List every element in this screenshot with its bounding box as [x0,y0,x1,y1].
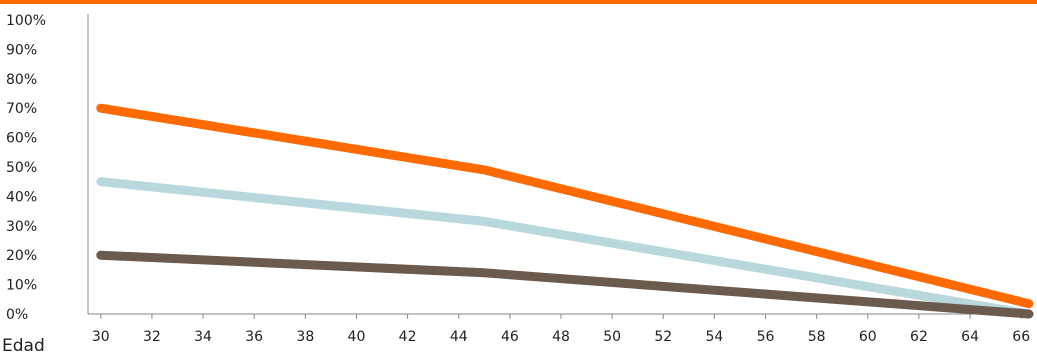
series-line-2 [96,177,1034,319]
y-tick-label: 100% [6,13,46,29]
x-tick-label: 64 [961,329,979,345]
y-tick-label: 0% [6,307,28,323]
y-tick-label: 70% [6,101,37,117]
x-tick-label: 36 [245,329,263,345]
x-tick-label: 48 [552,329,570,345]
x-tick-label: 42 [399,329,417,345]
y-tick-label: 10% [6,278,37,294]
x-tick-label: 34 [194,329,212,345]
x-tick-label: 58 [808,329,826,345]
x-tick-label: 40 [348,329,366,345]
x-tick-label: 52 [654,329,672,345]
x-tick-label: 50 [603,329,621,345]
y-tick-label: 60% [6,131,37,147]
y-tick-label: 80% [6,72,37,88]
series-line-3 [96,250,1034,319]
x-tick-label: 54 [705,329,723,345]
y-tick-label: 50% [6,160,37,176]
y-tick-label: 40% [6,189,37,205]
x-tick-label: 44 [450,329,468,345]
x-tick-label: 38 [296,329,314,345]
y-tick-label: 20% [6,248,37,264]
x-axis-title: Edad [2,336,45,353]
chart-axes [87,14,1034,319]
y-tick-label: 30% [6,219,37,235]
x-tick-label: 66 [1012,329,1030,345]
x-tick-label: 56 [757,329,775,345]
y-tick-label: 90% [6,42,37,58]
series-line-1 [96,103,1034,309]
chart-series [96,103,1034,319]
x-tick-label: 60 [859,329,877,345]
x-tick-label: 62 [910,329,928,345]
x-tick-label: 46 [501,329,519,345]
x-tick-label: 32 [143,329,161,345]
top-accent-bar [0,0,1037,4]
chart-labels: Edad 0% 10% 20% 30% 40% 50% 60% 70% 80% 90% 100% 30… [2,13,1030,353]
x-tick-label: 30 [92,329,110,345]
